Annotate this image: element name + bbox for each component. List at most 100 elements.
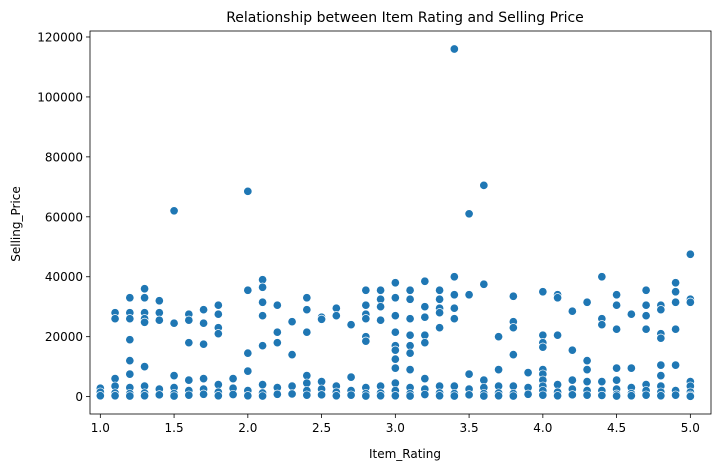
- data-point: [346, 390, 356, 400]
- data-point: [169, 371, 179, 381]
- plot-area: [89, 30, 712, 415]
- data-point: [110, 374, 120, 384]
- data-point: [671, 324, 681, 334]
- data-point: [641, 390, 651, 400]
- data-point: [258, 341, 268, 351]
- data-point: [420, 330, 430, 340]
- data-point: [508, 381, 518, 391]
- data-point: [154, 296, 164, 306]
- x-tick-label: 3.0: [386, 421, 405, 435]
- data-point: [405, 285, 415, 295]
- data-point: [302, 305, 312, 315]
- data-point: [656, 305, 666, 315]
- data-point: [125, 314, 135, 324]
- data-point: [184, 315, 194, 325]
- data-point: [538, 390, 548, 400]
- data-point: [258, 297, 268, 307]
- data-point: [258, 380, 268, 390]
- data-point: [508, 291, 518, 301]
- data-point: [184, 390, 194, 400]
- data-point: [449, 381, 459, 391]
- data-point: [376, 391, 386, 401]
- data-point: [376, 285, 386, 295]
- data-point: [361, 314, 371, 324]
- data-point: [213, 309, 223, 319]
- data-point: [95, 391, 105, 401]
- data-point: [199, 374, 209, 384]
- data-point: [435, 308, 445, 318]
- data-point: [449, 314, 459, 324]
- data-point: [140, 284, 150, 294]
- data-point: [287, 389, 297, 399]
- y-axis-ticks: 0 20000 40000 60000 80000 100000 120000: [37, 30, 90, 404]
- data-point: [361, 391, 371, 401]
- data-point: [169, 206, 179, 216]
- data-point: [656, 371, 666, 381]
- y-tick-label: 100000: [37, 90, 83, 104]
- data-point: [435, 391, 445, 401]
- data-point: [184, 375, 194, 385]
- data-point: [538, 330, 548, 340]
- data-point: [449, 391, 459, 401]
- data-point: [656, 360, 666, 370]
- data-point: [317, 390, 327, 400]
- data-point: [449, 303, 459, 313]
- data-point: [494, 391, 504, 401]
- data-point: [464, 390, 474, 400]
- data-point: [553, 380, 563, 390]
- data-point: [331, 303, 341, 313]
- data-point: [184, 338, 194, 348]
- data-point: [390, 293, 400, 303]
- data-point: [154, 390, 164, 400]
- data-point: [656, 333, 666, 343]
- data-point: [671, 297, 681, 307]
- data-point: [258, 275, 268, 285]
- data-point: [287, 350, 297, 360]
- data-point: [361, 285, 371, 295]
- y-tick-label: 40000: [45, 270, 83, 284]
- data-point: [449, 272, 459, 282]
- data-point: [420, 302, 430, 312]
- data-point: [612, 363, 622, 373]
- data-point: [597, 390, 607, 400]
- data-point: [125, 293, 135, 303]
- x-tick-label: 5.0: [681, 421, 700, 435]
- data-point: [405, 294, 415, 304]
- data-point: [582, 297, 592, 307]
- data-point: [390, 311, 400, 321]
- data-point: [405, 348, 415, 358]
- data-point: [125, 391, 135, 401]
- data-point: [479, 279, 489, 289]
- data-point: [464, 290, 474, 300]
- y-tick-label: 0: [75, 390, 83, 404]
- y-axis-label: Selling_Price: [9, 186, 23, 262]
- data-point: [538, 342, 548, 352]
- data-point: [597, 320, 607, 330]
- data-point: [287, 381, 297, 391]
- data-point: [154, 308, 164, 318]
- data-point: [582, 365, 592, 375]
- data-point: [228, 374, 238, 384]
- data-points: [95, 44, 695, 401]
- data-point: [567, 390, 577, 400]
- data-point: [626, 363, 636, 373]
- data-point: [302, 293, 312, 303]
- data-point: [685, 249, 695, 259]
- data-point: [435, 323, 445, 333]
- x-tick-label: 1.5: [165, 421, 184, 435]
- data-point: [449, 290, 459, 300]
- y-tick-label: 120000: [37, 30, 83, 44]
- data-point: [553, 391, 563, 401]
- data-point: [140, 293, 150, 303]
- data-point: [597, 377, 607, 387]
- data-point: [538, 287, 548, 297]
- x-tick-label: 2.5: [312, 421, 331, 435]
- data-point: [656, 391, 666, 401]
- data-point: [420, 338, 430, 348]
- data-point: [199, 339, 209, 349]
- data-point: [612, 375, 622, 385]
- x-tick-label: 3.5: [460, 421, 479, 435]
- y-tick-label: 20000: [45, 330, 83, 344]
- data-point: [435, 294, 445, 304]
- plot-frame: [89, 30, 712, 415]
